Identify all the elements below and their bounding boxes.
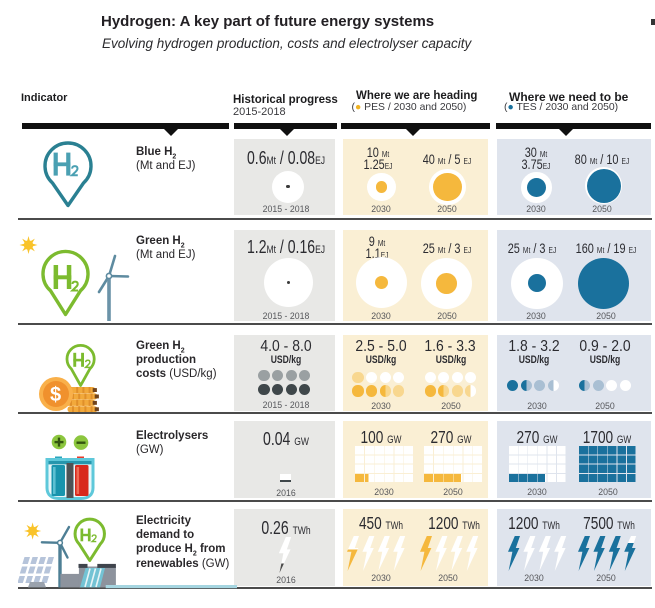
svg-text:$: $ bbox=[50, 384, 61, 406]
